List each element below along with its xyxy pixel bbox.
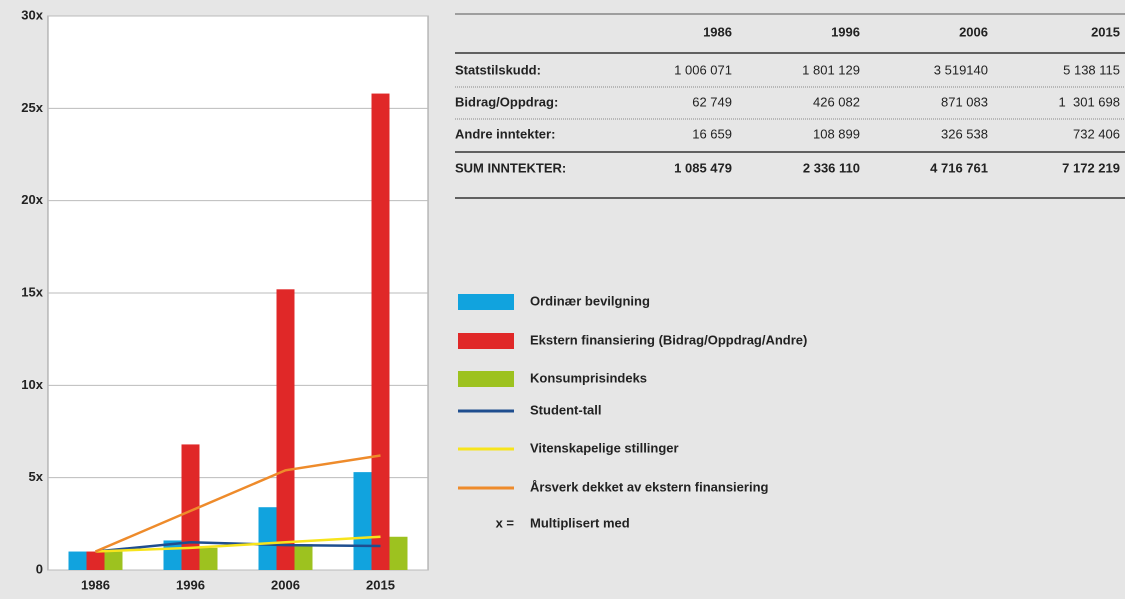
table-header: 1996	[831, 24, 860, 39]
y-tick-label: 30x	[21, 7, 43, 22]
x-tick-label: 2006	[271, 577, 300, 592]
table-cell: 5 138 115	[1063, 62, 1120, 77]
bar	[371, 93, 390, 570]
legend-label: Student-tall	[530, 402, 602, 417]
bar	[294, 544, 313, 570]
table-cell: 1 085 479	[674, 160, 732, 175]
line-series	[95, 535, 381, 553]
legend-label: Ordinær bevilgning	[530, 293, 650, 308]
legend-swatch	[458, 294, 514, 310]
note-text: Multiplisert med	[530, 515, 630, 530]
table-cell: 2 336 110	[803, 160, 860, 175]
bar	[181, 444, 200, 570]
legend-swatch	[458, 333, 514, 349]
table-cell: 108 899	[813, 126, 860, 141]
table-header: 1986	[703, 24, 732, 39]
table-cell: 1 801 129	[802, 62, 860, 77]
table-header: 2015	[1091, 24, 1120, 39]
y-tick-label: 5x	[29, 469, 44, 484]
table-cell: 732 406	[1073, 126, 1120, 141]
legend-label: Vitenskapelige stillinger	[530, 440, 679, 455]
table-cell: 4 716 761	[930, 160, 988, 175]
table-row-label: SUM INNTEKTER:	[455, 160, 566, 175]
table-row-label: Andre inntekter:	[455, 126, 555, 141]
y-tick-label: 10x	[21, 377, 43, 392]
y-tick-label: 0	[36, 561, 43, 576]
table-cell: 1 301 698	[1059, 94, 1120, 109]
legend-label: Årsverk dekket av ekstern finansiering	[530, 479, 769, 494]
table-row-label: Bidrag/Oppdrag:	[455, 94, 558, 109]
line-series	[95, 541, 381, 553]
table-cell: 326 538	[941, 126, 988, 141]
table-cell: 16 659	[692, 126, 732, 141]
bar	[258, 507, 277, 570]
table-cell: 1 006 071	[674, 62, 732, 77]
bar	[353, 472, 372, 570]
legend-label: Konsumprisindeks	[530, 370, 647, 385]
legend-swatch	[458, 371, 514, 387]
note-symbol: x =	[496, 515, 515, 530]
bar	[104, 551, 123, 570]
table-cell: 426 082	[813, 94, 860, 109]
bar	[276, 289, 295, 570]
table-row-label: Statstilskudd:	[455, 62, 541, 77]
x-tick-label: 1986	[81, 577, 110, 592]
line-series	[95, 454, 381, 553]
bar	[86, 551, 105, 570]
table-cell: 871 083	[941, 94, 988, 109]
y-tick-label: 25x	[21, 100, 43, 115]
y-tick-label: 15x	[21, 284, 43, 299]
bar	[68, 551, 87, 570]
y-tick-label: 20x	[21, 192, 43, 207]
table-header: 2006	[959, 24, 988, 39]
x-tick-label: 2015	[366, 577, 395, 592]
table-cell: 62 749	[692, 94, 732, 109]
x-tick-label: 1996	[176, 577, 205, 592]
table-cell: 3 519140	[934, 62, 988, 77]
legend-label: Ekstern finansiering (Bidrag/Oppdrag/And…	[530, 332, 807, 347]
table-cell: 7 172 219	[1062, 160, 1120, 175]
bar	[199, 547, 218, 570]
bar	[389, 536, 408, 570]
